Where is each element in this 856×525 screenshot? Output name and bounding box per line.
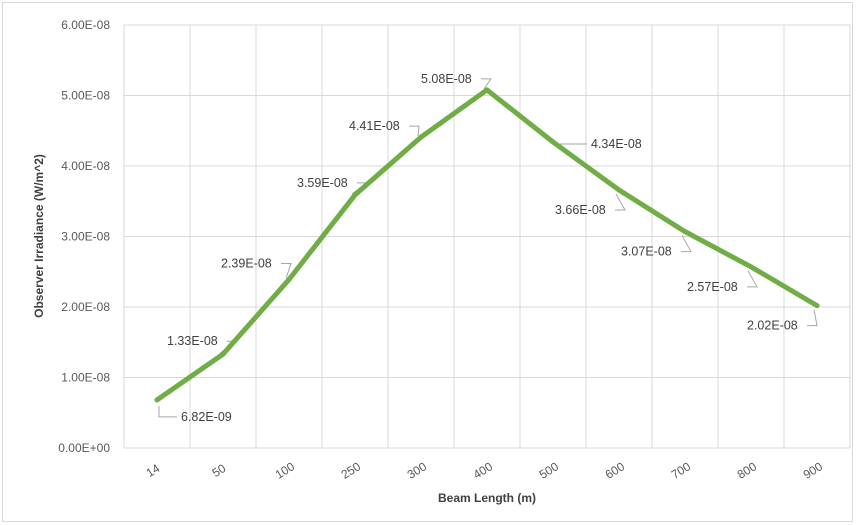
y-tick-label: 3.00E-08 <box>61 230 110 244</box>
leader-line <box>281 263 292 279</box>
data-point <box>418 134 424 140</box>
data-label: 5.08E-08 <box>421 72 472 86</box>
y-axis-title: Observer Irradiance (W/m^2) <box>32 154 46 318</box>
data-label: 4.41E-08 <box>349 119 400 133</box>
leader-line <box>481 78 492 90</box>
data-point <box>550 139 556 145</box>
x-tick-label: 800 <box>735 459 760 482</box>
x-tick-label: 250 <box>339 459 364 482</box>
x-axis-title: Beam Length (m) <box>438 491 536 505</box>
leader-line <box>747 270 758 288</box>
x-tick-label: 400 <box>471 459 496 482</box>
y-tick-label: 5.00E-08 <box>61 89 110 103</box>
gridlines <box>123 24 851 449</box>
x-tick-label: 300 <box>405 459 430 482</box>
data-labels: 6.82E-09 1.33E-08 2.39E-08 3.59E-08 4.41E-08… <box>167 72 798 424</box>
data-point <box>814 303 820 309</box>
data-label: 3.59E-08 <box>297 176 348 190</box>
y-tick-label: 0.00E+00 <box>58 441 110 455</box>
x-tick-label: 100 <box>273 459 298 482</box>
y-tick-label: 4.00E-08 <box>61 159 110 173</box>
data-label: 2.02E-08 <box>747 319 798 333</box>
data-label: 1.33E-08 <box>167 334 218 348</box>
leader-line <box>615 193 626 211</box>
data-label: 2.39E-08 <box>221 257 272 271</box>
y-tick-label: 6.00E-08 <box>61 18 110 32</box>
x-tick-label: 700 <box>669 459 694 482</box>
series-layer <box>154 87 820 403</box>
data-point <box>352 192 358 198</box>
leader-line <box>158 405 177 418</box>
data-label: 2.57E-08 <box>687 280 738 294</box>
data-point <box>286 277 292 283</box>
x-tick-label: 50 <box>210 461 229 480</box>
y-axis-ticks: 0.00E+00 1.00E-08 2.00E-08 3.00E-08 4.00E-08… <box>58 18 110 455</box>
data-label: 4.34E-08 <box>591 137 642 151</box>
data-point <box>616 187 622 193</box>
x-axis-ticks: 14 50 100 250 300 400 500 600 700 800 900 <box>144 459 826 482</box>
data-point <box>748 264 754 270</box>
y-tick-label: 2.00E-08 <box>61 300 110 314</box>
data-label: 6.82E-09 <box>181 410 232 424</box>
data-point <box>484 87 490 93</box>
data-point <box>220 351 226 357</box>
leader-line <box>807 309 818 327</box>
data-label: 3.07E-08 <box>621 245 672 259</box>
data-point <box>154 397 160 403</box>
leader-line <box>681 235 692 253</box>
leader-line <box>409 125 420 137</box>
data-label: 3.66E-08 <box>555 203 606 217</box>
data-point <box>682 229 688 235</box>
x-tick-label: 600 <box>603 459 628 482</box>
x-tick-label: 500 <box>537 459 562 482</box>
x-tick-label: 900 <box>801 459 826 482</box>
y-tick-label: 1.00E-08 <box>61 371 110 385</box>
x-tick-label: 14 <box>144 461 163 480</box>
